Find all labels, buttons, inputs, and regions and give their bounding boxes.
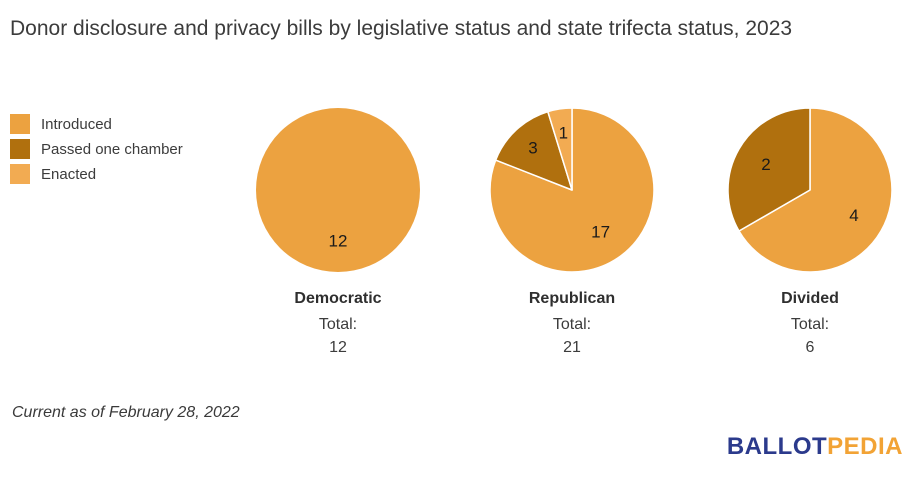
pie-slice-passed-one-chamber: [727, 107, 811, 232]
legend-label: Enacted: [41, 165, 97, 183]
pie-group-divided: 4 2 Divided Total: 6: [720, 100, 900, 357]
slice-value-label: 4: [849, 206, 858, 225]
pie-total-label: Total:: [552, 316, 592, 333]
pie-group-democratic: 12 Democratic Total: 12: [248, 100, 428, 357]
pie-total-label: Total:: [318, 316, 358, 333]
pie-chart: 12: [256, 108, 420, 272]
legend-swatch-passed-one-chamber: [10, 139, 30, 159]
slice-value-label: 12: [329, 231, 348, 250]
logo-ballot-text: BALLOT: [726, 433, 828, 460]
pie-total-value: 21: [563, 339, 581, 356]
slice-value-label: 2: [761, 155, 770, 174]
chart-title: Donor disclosure and privacy bills by le…: [10, 17, 793, 40]
slice-value-label: 3: [528, 138, 537, 157]
pie-slice-passed-one-chamber: [494, 110, 573, 191]
pie-category-label: Divided: [781, 290, 839, 307]
legend-label: Introduced: [41, 115, 112, 133]
legend-item-introduced: Introduced: [10, 114, 183, 134]
pie-slice-enacted: [547, 107, 573, 191]
legend: Introduced Passed one chamber Enacted: [10, 114, 183, 189]
legend-item-enacted: Enacted: [10, 164, 183, 184]
pie-slice-introduced: [489, 107, 655, 273]
legend-swatch-enacted: [10, 164, 30, 184]
pie-total-value: 12: [329, 339, 347, 356]
pie-slice-introduced: [738, 107, 893, 273]
pie-total-value: 6: [805, 339, 815, 356]
slice-value-label: 1: [559, 124, 568, 143]
legend-label: Passed one chamber: [41, 140, 183, 158]
legend-item-passed-one-chamber: Passed one chamber: [10, 139, 183, 159]
pie-slice-introduced: [256, 108, 420, 272]
pie-group-republican: 17 3 1 Republican Total: 21: [482, 100, 662, 357]
logo-pedia-text: PEDIA: [827, 433, 903, 460]
ballotpedia-logo: BALLOTPEDIA: [727, 433, 903, 461]
pie-category-label: Republican: [528, 290, 616, 307]
legend-swatch-introduced: [10, 114, 30, 134]
slice-value-label: 17: [591, 223, 610, 242]
pie-chart: 42: [727, 107, 893, 273]
pie-total-label: Total:: [790, 316, 830, 333]
footnote: Current as of February 28, 2022: [12, 404, 240, 421]
pie-category-label: Democratic: [294, 290, 382, 307]
